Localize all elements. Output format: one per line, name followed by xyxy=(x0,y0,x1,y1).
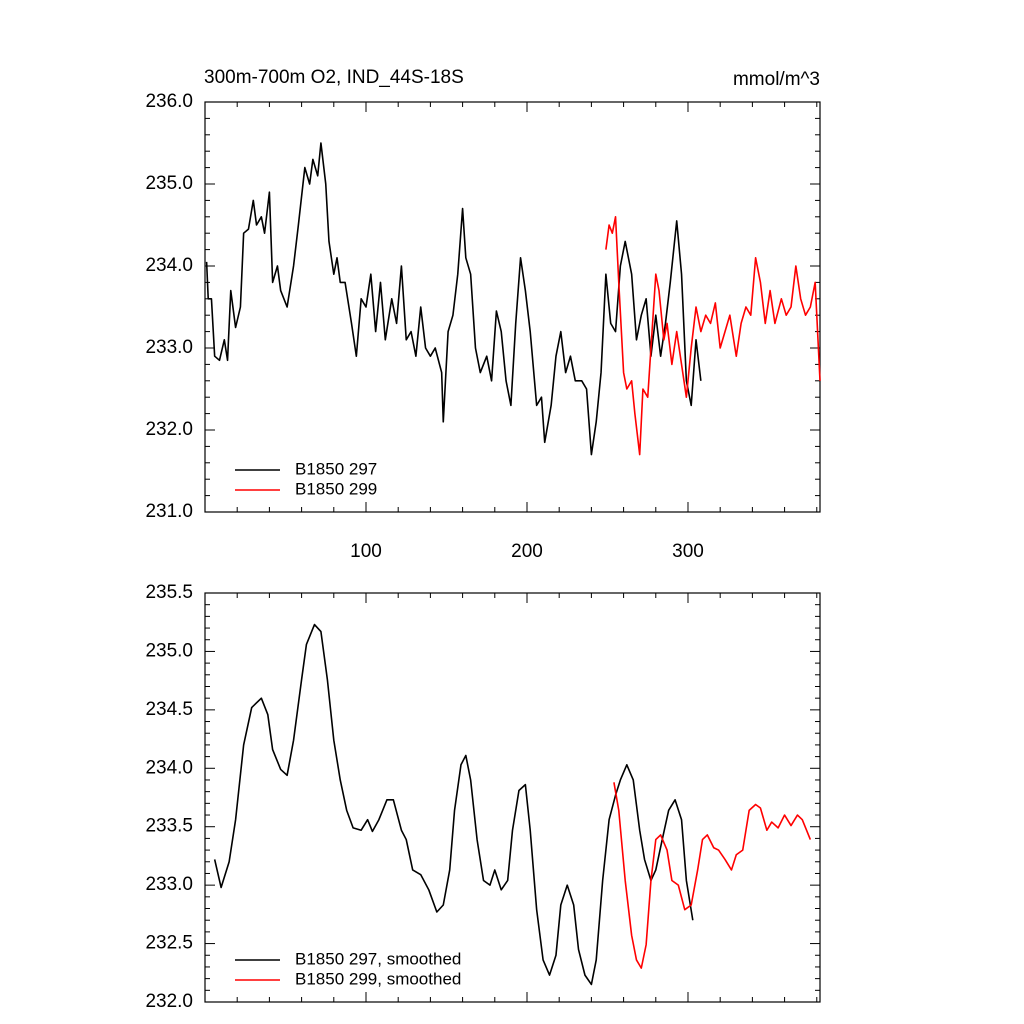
units-label: mmol/m^3 xyxy=(733,69,820,90)
x-tick-label: 300 xyxy=(672,541,704,562)
x-tick-label: 200 xyxy=(511,541,543,562)
y-tick-label: 235.0 xyxy=(145,640,193,661)
data-line xyxy=(605,216,821,456)
legend-label: B1850 299, smoothed xyxy=(295,969,461,988)
y-tick-label: 232.5 xyxy=(145,933,193,954)
plot-frame xyxy=(204,101,821,513)
data-line xyxy=(213,623,694,986)
y-tick-label: 235.5 xyxy=(145,582,193,603)
y-tick-label: 234.0 xyxy=(145,255,193,276)
legend-label: B1850 299 xyxy=(295,479,377,498)
y-tick-label: 233.0 xyxy=(145,337,193,358)
y-tick-label: 233.0 xyxy=(145,874,193,895)
y-tick-label: 231.0 xyxy=(145,501,193,522)
y-tick-label: 235.0 xyxy=(145,173,193,194)
y-tick-label: 232.0 xyxy=(145,419,193,440)
y-tick-label: 232.0 xyxy=(145,991,193,1012)
x-tick-label: 100 xyxy=(350,541,382,562)
y-tick-label: 234.0 xyxy=(145,757,193,778)
y-tick-label: 234.5 xyxy=(145,699,193,720)
y-tick-label: 236.0 xyxy=(145,91,193,112)
y-tick-label: 233.5 xyxy=(145,816,193,837)
legend-label: B1850 297 xyxy=(295,459,377,478)
chart-title: 300m-700m O2, IND_44S-18S xyxy=(204,67,464,88)
plot-frame xyxy=(204,592,821,1003)
data-line xyxy=(613,782,812,969)
data-line xyxy=(205,142,702,456)
legend-label: B1850 297, smoothed xyxy=(295,949,461,968)
